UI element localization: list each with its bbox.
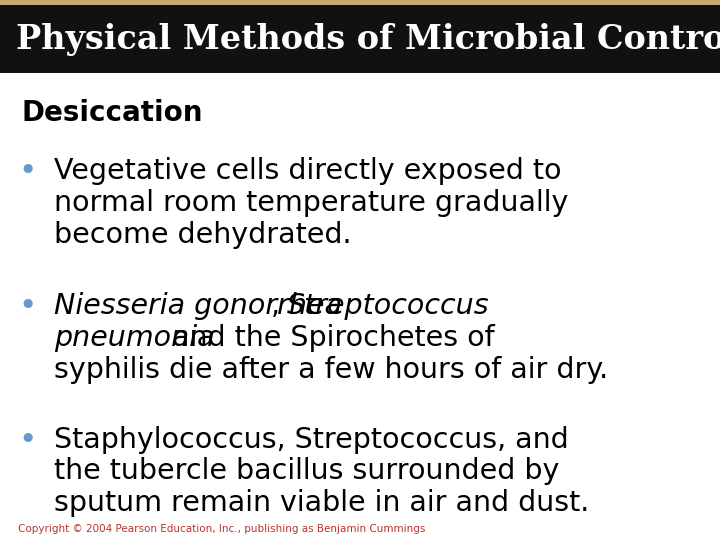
Text: syphilis die after a few hours of air dry.: syphilis die after a few hours of air dr… (54, 356, 608, 384)
Text: •: • (18, 426, 37, 455)
Text: pneumonia: pneumonia (54, 324, 215, 352)
Text: Streptococcus: Streptococcus (287, 293, 490, 320)
Text: Copyright © 2004 Pearson Education, Inc., publishing as Benjamin Cummings: Copyright © 2004 Pearson Education, Inc.… (18, 524, 426, 535)
Text: •: • (18, 157, 37, 186)
Text: •: • (18, 293, 37, 321)
Text: Desiccation: Desiccation (22, 99, 203, 126)
Text: Niesseria gonorrhea: Niesseria gonorrhea (54, 293, 342, 320)
Text: normal room temperature gradually: normal room temperature gradually (54, 189, 568, 217)
Text: Vegetative cells directly exposed to: Vegetative cells directly exposed to (54, 157, 562, 185)
Text: and the Spirochetes of: and the Spirochetes of (163, 324, 495, 352)
Text: the tubercle bacillus surrounded by: the tubercle bacillus surrounded by (54, 457, 559, 485)
Text: Physical Methods of Microbial Control: Physical Methods of Microbial Control (16, 23, 720, 56)
Text: sputum remain viable in air and dust.: sputum remain viable in air and dust. (54, 489, 590, 517)
Text: ,: , (261, 293, 279, 320)
Text: Staphylococcus, Streptococcus, and: Staphylococcus, Streptococcus, and (54, 426, 569, 454)
Text: become dehydrated.: become dehydrated. (54, 220, 351, 248)
